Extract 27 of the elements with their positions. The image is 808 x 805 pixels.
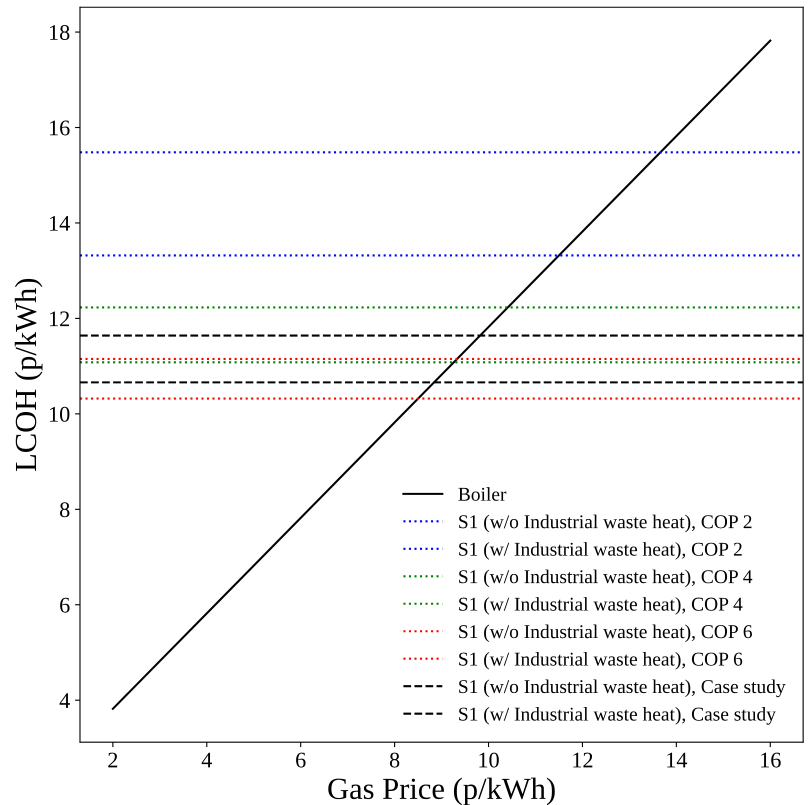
x-tick-label: 6 [296, 752, 306, 768]
legend-label: S1 (w/o Industrial waste heat), Case study [459, 679, 786, 698]
y-tick-label: 16 [50, 120, 70, 136]
legend-label: S1 (w/o Industrial waste heat), COP 4 [459, 570, 752, 588]
legend-label: S1 (w/ Industrial waste heat), COP 2 [459, 542, 742, 560]
x-tick-label: 10 [479, 752, 499, 768]
y-tick-label: 12 [50, 311, 70, 326]
y-tick-label: 8 [60, 502, 70, 518]
y-tick-label: 14 [50, 216, 70, 231]
legend-label: S1 (w/o Industrial waste heat), COP 2 [459, 514, 752, 532]
x-tick-label: 16 [761, 752, 781, 768]
x-tick-label: 4 [202, 752, 212, 768]
legend-label: S1 (w/ Industrial waste heat), COP 4 [459, 597, 743, 615]
y-axis-title: LCOH (p/kWh) [14, 278, 42, 472]
legend-label: Boiler [458, 487, 506, 501]
legend-label: S1 (w/ Industrial waste heat), COP 6 [459, 652, 742, 670]
y-tick-label: 18 [50, 24, 70, 40]
x-axis-title: Gas Price (p/kWh) [328, 778, 555, 805]
legend-label: S1 (w/o Industrial waste heat), COP 6 [459, 624, 752, 642]
y-tick-label: 4 [60, 693, 70, 708]
x-tick-label: 8 [390, 752, 400, 768]
y-tick-label: 6 [60, 598, 70, 613]
y-tick-label: 10 [50, 406, 70, 422]
legend-label: S1 (w/ Industrial waste heat), Case study [459, 707, 776, 725]
x-tick-label: 14 [667, 752, 688, 768]
x-tick-label: 12 [573, 752, 592, 768]
x-tick-label: 2 [108, 752, 118, 768]
